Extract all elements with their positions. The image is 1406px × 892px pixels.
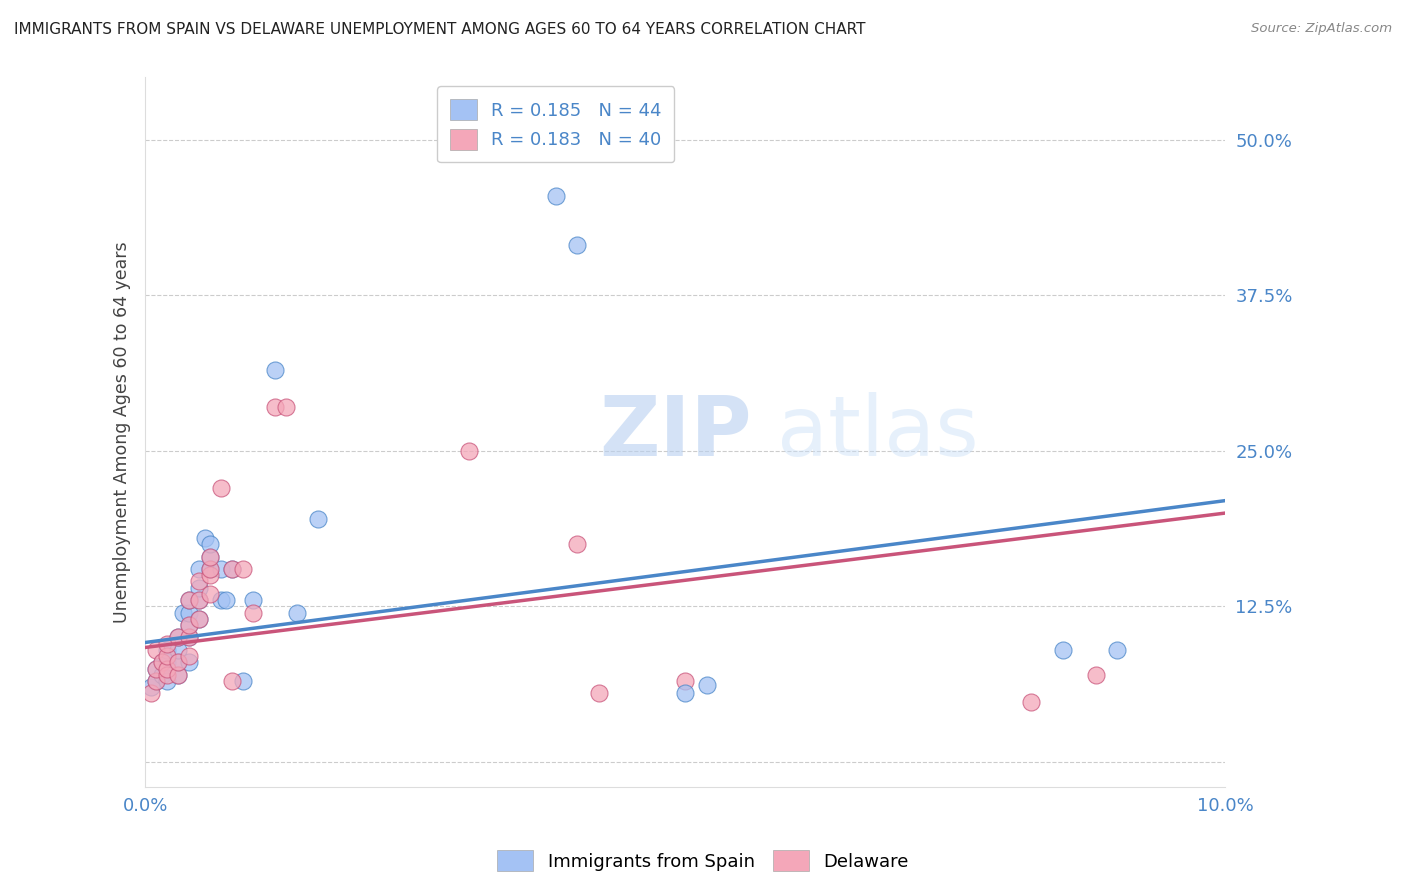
Text: ZIP: ZIP <box>599 392 751 473</box>
Point <box>567 238 589 252</box>
Point <box>172 606 194 620</box>
Point <box>177 656 200 670</box>
Point <box>242 606 264 620</box>
Point <box>221 562 243 576</box>
Point <box>166 668 188 682</box>
Point <box>194 531 217 545</box>
Legend: Immigrants from Spain, Delaware: Immigrants from Spain, Delaware <box>491 843 915 879</box>
Point <box>221 562 243 576</box>
Point <box>1019 695 1042 709</box>
Point <box>156 668 179 682</box>
Point <box>544 188 567 202</box>
Point <box>177 649 200 664</box>
Point <box>188 612 211 626</box>
Point <box>166 643 188 657</box>
Point <box>458 443 481 458</box>
Point <box>696 678 718 692</box>
Point <box>198 562 221 576</box>
Point <box>673 674 696 689</box>
Point <box>188 574 211 589</box>
Point <box>198 549 221 564</box>
Point <box>156 643 179 657</box>
Point <box>264 363 287 377</box>
Point <box>198 587 221 601</box>
Point <box>673 686 696 700</box>
Point <box>242 593 264 607</box>
Point <box>188 593 211 607</box>
Point <box>221 674 243 689</box>
Point <box>145 662 167 676</box>
Point <box>198 562 221 576</box>
Point <box>274 401 297 415</box>
Point <box>145 674 167 689</box>
Point <box>188 612 211 626</box>
Point <box>139 680 162 694</box>
Point <box>156 662 179 676</box>
Point <box>588 686 610 700</box>
Point <box>156 674 179 689</box>
Point <box>177 631 200 645</box>
Point <box>1084 668 1107 682</box>
Point <box>177 618 200 632</box>
Point <box>215 593 238 607</box>
Point <box>177 593 200 607</box>
Point <box>166 631 188 645</box>
Point <box>188 593 211 607</box>
Legend: R = 0.185   N = 44, R = 0.183   N = 40: R = 0.185 N = 44, R = 0.183 N = 40 <box>437 87 675 162</box>
Point <box>145 674 167 689</box>
Point <box>209 481 232 495</box>
Point <box>198 537 221 551</box>
Point <box>1052 643 1074 657</box>
Point <box>156 637 179 651</box>
Point <box>177 593 200 607</box>
Point <box>166 656 188 670</box>
Point <box>198 549 221 564</box>
Point <box>145 662 167 676</box>
Point <box>209 562 232 576</box>
Point <box>285 606 308 620</box>
Point <box>198 568 221 582</box>
Point <box>166 631 188 645</box>
Point <box>231 674 253 689</box>
Point <box>209 593 232 607</box>
Point <box>231 562 253 576</box>
Point <box>150 656 173 670</box>
Point <box>177 606 200 620</box>
Point <box>145 643 167 657</box>
Point <box>150 656 173 670</box>
Point <box>177 631 200 645</box>
Point <box>166 656 188 670</box>
Point <box>139 686 162 700</box>
Point <box>264 401 287 415</box>
Point <box>156 649 179 664</box>
Point <box>156 656 179 670</box>
Point <box>307 512 329 526</box>
Y-axis label: Unemployment Among Ages 60 to 64 years: Unemployment Among Ages 60 to 64 years <box>114 242 131 623</box>
Point <box>150 668 173 682</box>
Point <box>188 581 211 595</box>
Text: IMMIGRANTS FROM SPAIN VS DELAWARE UNEMPLOYMENT AMONG AGES 60 TO 64 YEARS CORRELA: IMMIGRANTS FROM SPAIN VS DELAWARE UNEMPL… <box>14 22 866 37</box>
Point <box>1107 643 1129 657</box>
Text: atlas: atlas <box>778 392 979 473</box>
Point <box>188 562 211 576</box>
Point <box>166 668 188 682</box>
Point <box>177 618 200 632</box>
Point <box>567 537 589 551</box>
Text: Source: ZipAtlas.com: Source: ZipAtlas.com <box>1251 22 1392 36</box>
